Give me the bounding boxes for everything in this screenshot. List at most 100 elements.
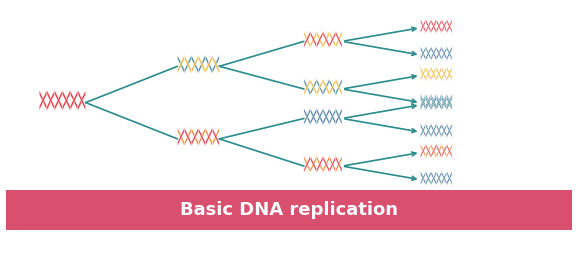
Polygon shape	[436, 96, 442, 110]
Polygon shape	[431, 96, 436, 110]
Polygon shape	[431, 144, 436, 158]
Polygon shape	[323, 79, 329, 96]
Polygon shape	[184, 55, 191, 74]
Polygon shape	[431, 144, 436, 158]
Polygon shape	[426, 123, 431, 138]
Polygon shape	[420, 144, 426, 158]
Polygon shape	[431, 94, 436, 108]
Polygon shape	[426, 19, 431, 33]
Polygon shape	[447, 19, 452, 33]
Polygon shape	[336, 108, 342, 125]
Polygon shape	[304, 79, 310, 96]
Polygon shape	[70, 90, 78, 111]
Polygon shape	[431, 67, 436, 81]
Polygon shape	[329, 31, 336, 48]
Polygon shape	[420, 67, 426, 81]
Polygon shape	[436, 144, 442, 158]
Polygon shape	[212, 55, 219, 74]
Polygon shape	[447, 67, 452, 81]
Polygon shape	[447, 96, 452, 110]
Polygon shape	[177, 55, 184, 74]
Polygon shape	[442, 19, 447, 33]
Polygon shape	[304, 108, 310, 125]
Polygon shape	[447, 46, 452, 60]
Polygon shape	[442, 46, 447, 60]
Polygon shape	[310, 79, 317, 96]
Polygon shape	[420, 171, 426, 185]
Polygon shape	[317, 31, 323, 48]
Polygon shape	[447, 94, 452, 108]
Polygon shape	[436, 94, 442, 108]
Polygon shape	[336, 108, 342, 125]
Polygon shape	[205, 127, 212, 146]
Polygon shape	[442, 67, 447, 81]
Polygon shape	[323, 31, 329, 48]
Polygon shape	[442, 96, 447, 110]
Polygon shape	[442, 171, 447, 185]
Polygon shape	[317, 31, 323, 48]
Polygon shape	[436, 94, 442, 108]
Polygon shape	[336, 79, 342, 96]
Polygon shape	[329, 79, 336, 96]
Polygon shape	[420, 94, 426, 108]
Polygon shape	[191, 55, 198, 74]
Polygon shape	[310, 108, 317, 125]
Polygon shape	[323, 156, 329, 173]
Polygon shape	[310, 31, 317, 48]
Polygon shape	[329, 79, 336, 96]
Polygon shape	[442, 123, 447, 138]
Polygon shape	[426, 96, 431, 110]
Polygon shape	[431, 67, 436, 81]
Polygon shape	[442, 144, 447, 158]
Polygon shape	[336, 31, 342, 48]
Polygon shape	[426, 19, 431, 33]
Polygon shape	[212, 55, 219, 74]
Polygon shape	[442, 171, 447, 185]
Polygon shape	[442, 123, 447, 138]
Polygon shape	[442, 144, 447, 158]
Polygon shape	[431, 171, 436, 185]
Polygon shape	[323, 79, 329, 96]
Polygon shape	[323, 156, 329, 173]
Polygon shape	[447, 123, 452, 138]
Polygon shape	[177, 127, 184, 146]
Polygon shape	[39, 90, 47, 111]
Polygon shape	[426, 94, 431, 108]
Polygon shape	[329, 108, 336, 125]
Polygon shape	[191, 127, 198, 146]
Polygon shape	[336, 79, 342, 96]
Polygon shape	[436, 67, 442, 81]
Polygon shape	[184, 127, 191, 146]
Polygon shape	[447, 94, 452, 108]
Polygon shape	[323, 31, 329, 48]
Polygon shape	[436, 171, 442, 185]
Polygon shape	[212, 127, 219, 146]
Polygon shape	[304, 79, 310, 96]
Polygon shape	[198, 127, 205, 146]
Polygon shape	[304, 156, 310, 173]
Polygon shape	[447, 171, 452, 185]
Polygon shape	[191, 55, 198, 74]
Polygon shape	[442, 67, 447, 81]
Polygon shape	[447, 96, 452, 110]
Polygon shape	[447, 46, 452, 60]
Polygon shape	[431, 123, 436, 138]
Polygon shape	[329, 156, 336, 173]
Polygon shape	[177, 55, 184, 74]
Polygon shape	[78, 90, 86, 111]
Polygon shape	[431, 46, 436, 60]
Polygon shape	[304, 108, 310, 125]
Polygon shape	[447, 144, 452, 158]
Polygon shape	[177, 127, 184, 146]
Polygon shape	[420, 19, 426, 33]
Polygon shape	[205, 127, 212, 146]
Polygon shape	[431, 94, 436, 108]
Polygon shape	[317, 108, 323, 125]
Polygon shape	[78, 90, 86, 111]
Polygon shape	[62, 90, 70, 111]
Polygon shape	[426, 144, 431, 158]
Polygon shape	[329, 108, 336, 125]
Polygon shape	[431, 19, 436, 33]
Polygon shape	[420, 123, 426, 138]
Polygon shape	[420, 19, 426, 33]
